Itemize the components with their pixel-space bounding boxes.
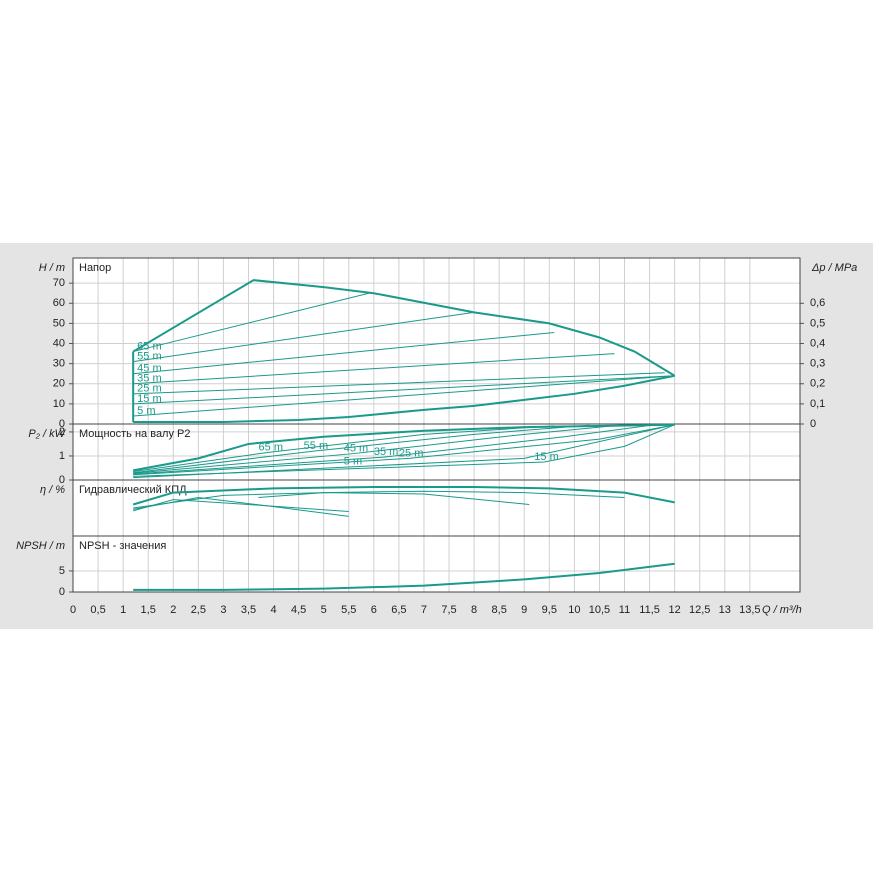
x-tick-label: 8,5 [492, 604, 507, 616]
x-tick-label: 9,5 [542, 604, 557, 616]
x-tick-label: 12 [669, 604, 681, 616]
curve-label: 55 m [137, 351, 161, 363]
x-tick-label: 0 [70, 604, 76, 616]
curve [133, 499, 349, 512]
curve [133, 424, 590, 474]
curve [133, 331, 555, 375]
x-tick-label: 4,5 [291, 604, 306, 616]
curve [132, 423, 675, 472]
y-tick-label: 10 [53, 398, 65, 410]
y-tick-label: 30 [53, 358, 65, 370]
curve [133, 562, 675, 591]
curve-label: 35 m [374, 446, 398, 458]
x-tick-label: 3,5 [241, 604, 256, 616]
x-tick-label: 3 [220, 604, 226, 616]
x-tick-label: 13,5 [739, 604, 760, 616]
curve-label: 55 m [304, 440, 328, 452]
y-tick-label: 40 [53, 337, 65, 349]
curve [133, 375, 675, 405]
x-tick-label: 7,5 [441, 604, 456, 616]
y-tick-label: 50 [53, 317, 65, 329]
y-tick-label: 60 [53, 297, 65, 309]
y2-tick-label: 0,4 [810, 337, 825, 349]
x-tick-label: 11 [619, 604, 630, 616]
curve-label: 65 m [137, 340, 161, 352]
curve [133, 424, 675, 479]
x-tick-label: 0,5 [90, 604, 105, 616]
panel-title: Гидравлический КПД [79, 484, 187, 496]
curve [258, 490, 625, 498]
curve [132, 486, 675, 506]
x-tick-label: 13 [719, 604, 731, 616]
y2-tick-label: 0,5 [810, 317, 825, 329]
curve [133, 424, 625, 474]
y-axis-label: NPSH / m [16, 540, 65, 552]
x-tick-label: 5 [321, 604, 327, 616]
y2-axis-label: Δp / MPa [811, 262, 857, 274]
x-tick-label: 6,5 [391, 604, 406, 616]
y-tick-label: 70 [53, 277, 65, 289]
x-tick-label: 1 [120, 604, 126, 616]
curve-label: 25 m [399, 447, 423, 459]
curve [133, 292, 369, 353]
x-tick-label: 11,5 [639, 604, 660, 616]
curve [133, 375, 675, 417]
curve [133, 311, 475, 363]
curve-label: 15 m [534, 451, 558, 463]
x-tick-label: 2 [170, 604, 176, 616]
curve [133, 372, 665, 395]
y-axis-label: H / m [39, 262, 65, 274]
x-tick-label: 4 [270, 604, 276, 616]
curve-label: 45 m [344, 442, 368, 454]
y2-tick-label: 0,6 [810, 297, 825, 309]
x-tick-label: 9 [521, 604, 527, 616]
curve-label: 5 m [137, 405, 155, 417]
x-tick-label: 1,5 [141, 604, 156, 616]
curve-label: 65 m [259, 441, 283, 453]
y2-tick-label: 0,3 [810, 358, 825, 370]
curve-label: 45 m [137, 363, 161, 375]
panel-title: Напор [79, 262, 111, 274]
y-tick-label: 20 [53, 378, 65, 390]
y-axis-label: η / % [40, 484, 65, 496]
curve-label: 25 m [137, 383, 161, 395]
x-tick-label: 10 [568, 604, 580, 616]
plot-area [73, 258, 800, 592]
x-axis-label: Q / m³/h [762, 604, 802, 616]
y-axis-label: P₂ / kW [28, 428, 66, 440]
panel-title: Мощность на валу P2 [79, 428, 191, 440]
x-tick-label: 12,5 [689, 604, 710, 616]
y-tick-label: 1 [59, 450, 65, 462]
y2-tick-label: 0,1 [810, 398, 825, 410]
curve [133, 425, 555, 473]
y-tick-label: 0 [59, 418, 65, 430]
curve [133, 496, 349, 517]
y2-tick-label: 0 [810, 418, 816, 430]
curve [133, 374, 675, 423]
curve [133, 424, 675, 477]
curve-label: 5 m [344, 456, 362, 468]
x-tick-label: 2,5 [191, 604, 206, 616]
curve [133, 353, 615, 385]
x-tick-label: 7 [421, 604, 427, 616]
y-tick-label: 5 [59, 565, 65, 577]
y-tick-label: 0 [59, 586, 65, 598]
y-tick-label: 0 [59, 474, 65, 486]
x-tick-label: 10,5 [589, 604, 610, 616]
panel-title: NPSH - значения [79, 540, 166, 552]
x-tick-label: 8 [471, 604, 477, 616]
panel-frame [72, 535, 801, 593]
x-tick-label: 5,5 [341, 604, 356, 616]
y2-tick-label: 0,2 [810, 378, 825, 390]
x-tick-label: 6 [371, 604, 377, 616]
curve [133, 424, 675, 476]
curve-label: 35 m [137, 373, 161, 385]
curve [133, 424, 655, 475]
y-tick-label: 2 [59, 426, 65, 438]
curve-label: 15 m [137, 393, 161, 405]
